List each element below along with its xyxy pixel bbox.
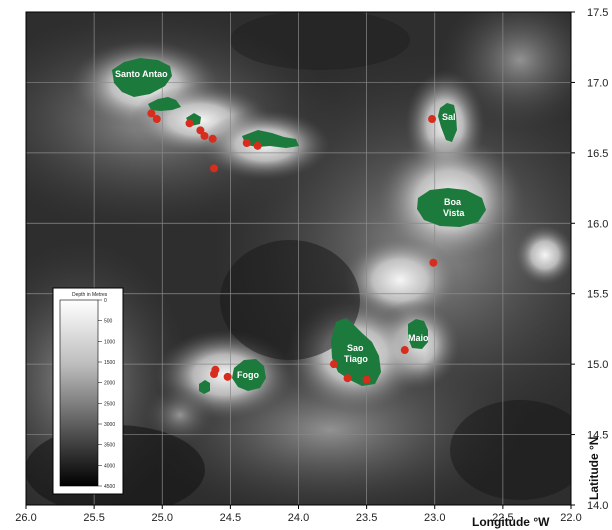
x-tick-label: 22.0 (560, 512, 581, 524)
island-label-sao-tiago-line2: Tiago (344, 354, 368, 364)
legend-tick-label: 4000 (104, 463, 115, 469)
site-marker (210, 164, 219, 173)
island-label-boa-vista-line1: Boa (444, 197, 462, 207)
island-brava (199, 380, 210, 394)
site-marker (208, 134, 217, 143)
island-label-sal: Sal (442, 112, 456, 122)
island-fogo (232, 359, 266, 391)
island-maio (408, 319, 428, 349)
island-label-sao-tiago-line1: Sao (347, 343, 364, 353)
islands (112, 58, 486, 394)
legend-tick-label: 2500 (104, 401, 115, 407)
site-marker (223, 372, 232, 381)
legend-colorbar (59, 299, 99, 487)
island-label-santo-antao: Santo Antao (115, 69, 168, 79)
legend-ticks: 0 500 1000 1500 2000 2500 3000 3500 4000 4500 (98, 298, 115, 490)
site-marker (429, 258, 438, 267)
legend-tick-label: 0 (104, 298, 107, 304)
legend-tick-label: 4500 (104, 484, 115, 490)
y-tick-label: 15.5 (587, 289, 608, 301)
x-tick-label: 25.0 (152, 512, 173, 524)
x-tick-label: 25.5 (83, 512, 104, 524)
legend-tick-label: 3500 (104, 443, 115, 449)
site-marker (152, 115, 161, 124)
island-label-fogo: Fogo (237, 370, 259, 380)
island-boa-vista (417, 188, 486, 227)
site-marker (242, 138, 251, 147)
site-marker (343, 374, 352, 383)
x-tick-label: 23.5 (356, 512, 377, 524)
x-tick-label: 24.0 (288, 512, 309, 524)
x-tick-label: 22.5 (492, 512, 513, 524)
site-marker (210, 370, 219, 379)
legend-tick-label: 500 (104, 319, 113, 325)
island-sao-tiago (331, 318, 381, 386)
island-label-maio: Maio (408, 333, 429, 343)
legend-tick-label: 3000 (104, 422, 115, 428)
legend-tick-label: 2000 (104, 381, 115, 387)
site-marker (253, 141, 262, 150)
y-tick-label: 16.5 (587, 148, 608, 160)
x-tick-label: 24.5 (220, 512, 241, 524)
depth-legend: Depth in Metres 0 500 1000 1500 2000 2500 3000… (52, 287, 124, 495)
y-tick-label: 15.0 (587, 359, 608, 371)
island-santo-antao (112, 58, 172, 97)
legend-tick-label: 1000 (104, 339, 115, 345)
site-marker (329, 360, 338, 369)
legend-tick-label: 1500 (104, 360, 115, 366)
site-marker (362, 375, 371, 384)
x-tick-label: 26.0 (15, 512, 36, 524)
x-axis-title: Longitude °W (472, 515, 550, 529)
site-marker (147, 109, 156, 118)
island-sao-vicente (148, 97, 181, 111)
site-marker (400, 346, 409, 355)
axes: 26.0 25.5 25.0 24.5 24.0 23.5 23.0 22.5 22.0 17.5… (15, 7, 608, 524)
x-tick-label: 23.0 (424, 512, 445, 524)
island-label-boa-vista-line2: Vista (443, 208, 465, 218)
site-markers (147, 109, 438, 384)
legend-title: Depth in Metres (72, 292, 108, 298)
site-marker (428, 115, 437, 124)
site-marker (185, 119, 194, 128)
y-axis-title: Latitude °N (587, 437, 601, 500)
island-sal (438, 103, 457, 142)
island-labels: Santo Antao Sal Boa Vista Maio Sao Tiago… (115, 69, 465, 380)
site-marker (196, 126, 205, 135)
y-tick-label: 16.0 (587, 218, 608, 230)
y-tick-label: 17.0 (587, 77, 608, 89)
y-tick-label: 14.0 (587, 500, 608, 512)
site-marker (200, 131, 209, 140)
y-tick-label: 17.5 (587, 7, 608, 19)
y-tick-label: 14.5 (587, 430, 608, 442)
